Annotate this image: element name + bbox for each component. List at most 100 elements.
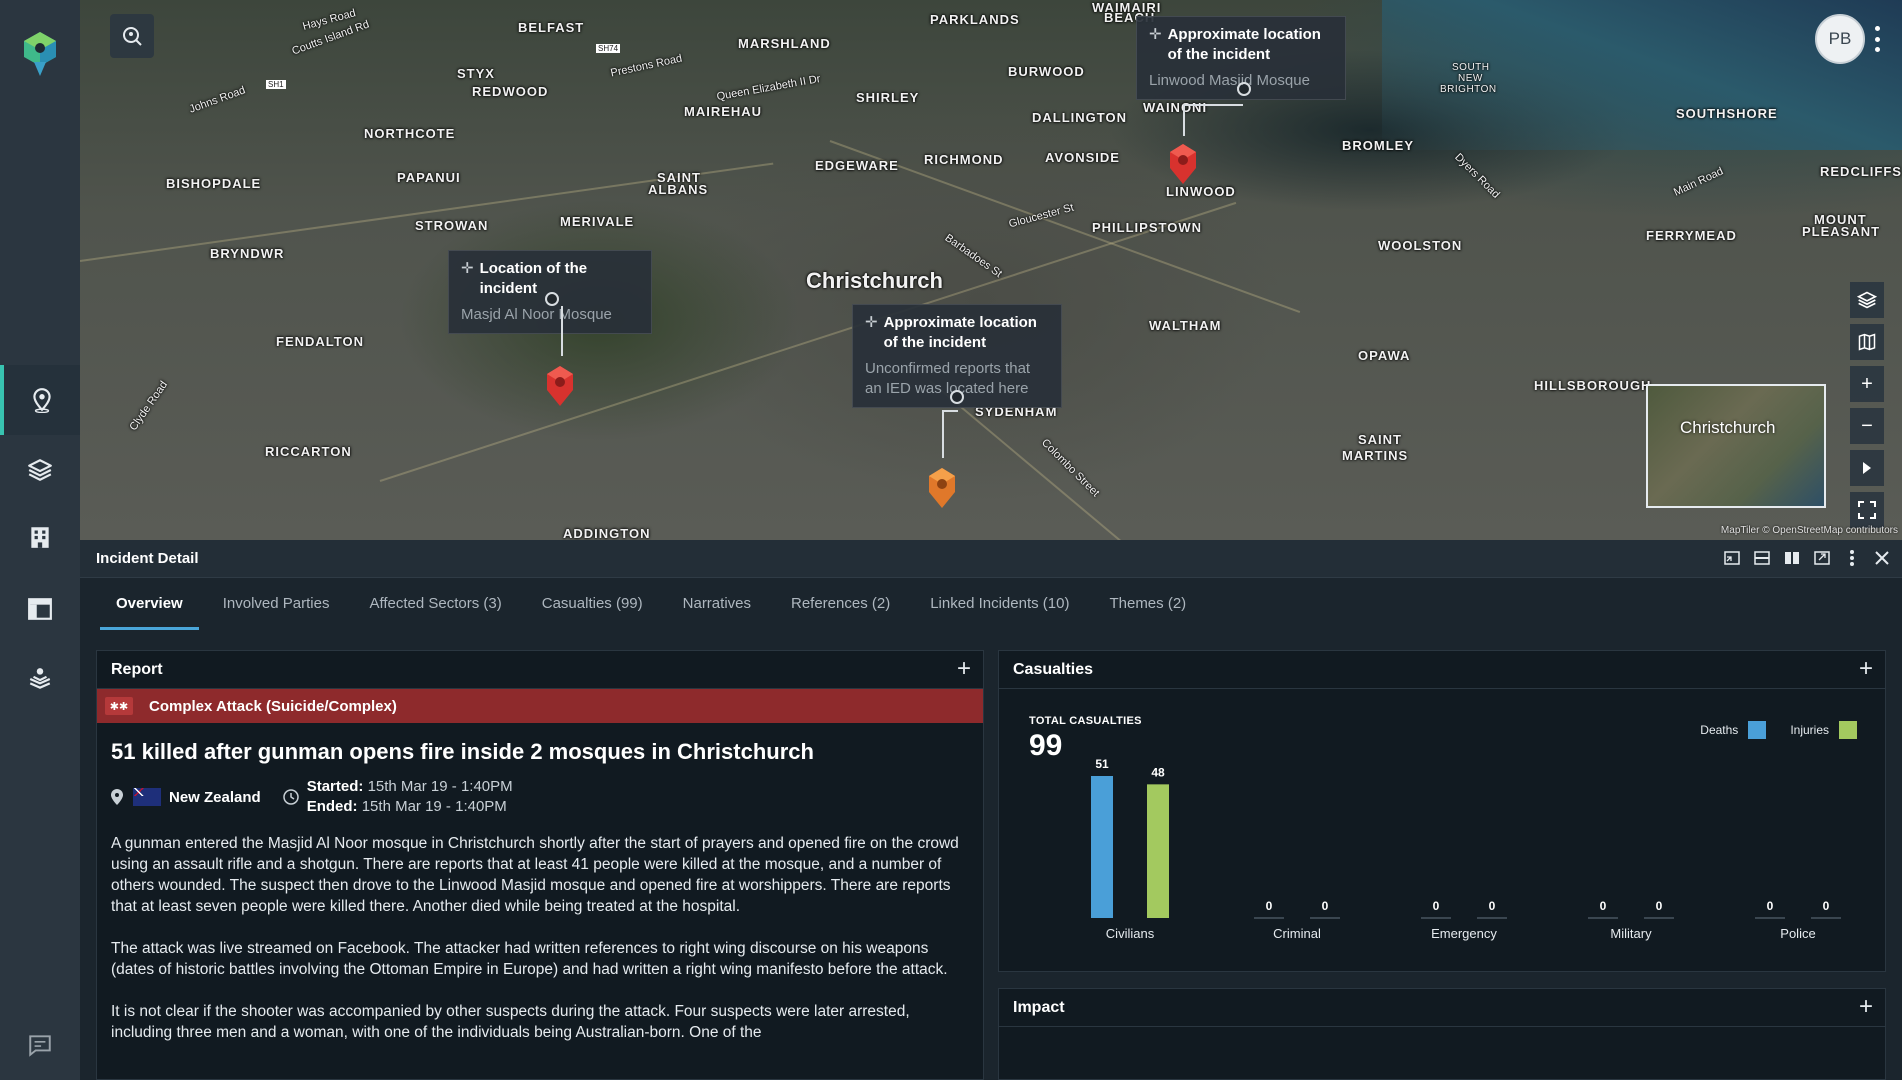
leader-dot — [1237, 82, 1251, 96]
layers-icon — [28, 459, 52, 481]
map-view[interactable]: Christchurch PAPANUI SAINT ALBANS EDGEWA… — [80, 0, 1902, 540]
map-label: NORTHCOTE — [364, 126, 456, 141]
tab-linked-incidents[interactable]: Linked Incidents (10) — [930, 595, 1070, 612]
map-label-road: Queen Elizabeth II Dr — [715, 72, 822, 104]
panel-header: Incident Detail — [80, 540, 1902, 578]
add-casualty-button[interactable]: + — [1859, 657, 1873, 681]
user-avatar[interactable]: PB — [1815, 14, 1865, 64]
tab-affected-sectors[interactable]: Affected Sectors (3) — [369, 595, 502, 612]
more-options-icon[interactable] — [1872, 26, 1882, 52]
map-label: BURWOOD — [1008, 64, 1085, 79]
map-style-button[interactable] — [1850, 324, 1884, 360]
map-road — [379, 201, 1237, 482]
map-toolbar: + − — [1850, 282, 1884, 528]
map-pin-icon — [33, 388, 51, 413]
tab-casualties[interactable]: Casualties (99) — [541, 595, 643, 612]
ended-label: Ended: — [306, 798, 358, 815]
total-casualties-value: 99 — [1029, 729, 1063, 762]
compass-button[interactable] — [1850, 450, 1884, 486]
bar-deaths-civilians[interactable] — [1091, 776, 1113, 918]
bar-value-label: 0 — [1433, 899, 1440, 913]
map-label: STYX — [457, 66, 495, 81]
zoom-out-button[interactable]: − — [1850, 408, 1884, 444]
feedback-icon — [29, 1035, 51, 1057]
map-label: REDWOOD — [472, 84, 549, 99]
map-label: FENDALTON — [276, 334, 364, 349]
minimize-panel-button[interactable] — [1722, 548, 1742, 568]
map-label: BRYNDWR — [210, 246, 285, 261]
total-casualties-label: TOTAL CASUALTIES — [1029, 715, 1142, 727]
zoom-in-button[interactable]: + — [1850, 366, 1884, 402]
map-label: STROWAN — [415, 218, 489, 233]
red-map-pin-icon[interactable] — [1167, 142, 1199, 186]
drag-handle-icon: ✛ — [461, 260, 474, 277]
orange-map-pin-icon[interactable] — [926, 466, 958, 510]
sidebar — [0, 0, 80, 1080]
impact-card: Impact + — [998, 988, 1886, 1080]
map-label: SHIRLEY — [856, 90, 920, 105]
sidebar-item-feedback[interactable] — [0, 1010, 80, 1080]
tab-narratives[interactable]: Narratives — [682, 595, 751, 612]
sidebar-item-operations[interactable] — [0, 644, 80, 714]
close-panel-button[interactable] — [1872, 548, 1892, 568]
expand-icon — [1858, 501, 1876, 519]
callout-subtitle: Linwood Masjid Mosque — [1149, 72, 1310, 89]
legend-deaths-label: Deaths — [1700, 723, 1739, 737]
app-logo-icon[interactable] — [22, 30, 58, 78]
tab-overview[interactable]: Overview — [100, 590, 199, 630]
popout-panel-button[interactable] — [1812, 548, 1832, 568]
category-tick-label: Military — [1610, 926, 1652, 941]
minimap[interactable]: Christchurch — [1646, 384, 1826, 508]
red-map-pin-icon[interactable] — [544, 364, 576, 408]
minimap-label: Christchurch — [1680, 418, 1776, 437]
report-paragraph: A gunman entered the Masjid Al Noor mosq… — [111, 835, 959, 915]
category-tick-label: Police — [1780, 926, 1815, 941]
map-label-road: Prestons Road — [609, 52, 684, 80]
sidebar-item-dashboard[interactable] — [0, 574, 80, 644]
callout-title: ✛ Approximate location of the incident — [865, 313, 1049, 353]
map-label: SOUTH — [1452, 62, 1490, 73]
callout-title: ✛ Location of the incident — [461, 259, 639, 299]
leader-line — [1183, 104, 1185, 136]
split-horizontal-button[interactable] — [1752, 548, 1772, 568]
ended-value: 15th Mar 19 - 1:40PM — [361, 798, 507, 815]
sidebar-item-map[interactable] — [0, 365, 80, 435]
map-search-button[interactable] — [110, 14, 154, 58]
map-label: ADDINGTON — [563, 526, 651, 540]
plus-icon: + — [1858, 993, 1873, 1020]
split-vertical-button[interactable] — [1782, 548, 1802, 568]
complex-attack-icon: ✱✱ — [105, 697, 133, 715]
minus-icon: − — [1861, 414, 1873, 437]
plus-icon: + — [1858, 655, 1873, 682]
map-label-road: Dyers Road — [1452, 151, 1502, 201]
map-label: SAINT — [1358, 432, 1402, 447]
map-label-road: Main Road — [1671, 165, 1726, 199]
report-card: Report + ✱✱ Complex Attack (Suicide/Comp… — [96, 650, 984, 1080]
incident-tabs: Overview Involved Parties Affected Secto… — [100, 590, 1210, 630]
map-label: WAIMAIRI — [1092, 0, 1162, 15]
report-title: Report — [111, 661, 163, 678]
map-label-city: Christchurch — [806, 268, 943, 293]
leader-line — [1183, 104, 1243, 106]
bar-value-label: 51 — [1095, 757, 1109, 771]
tab-involved-parties[interactable]: Involved Parties — [222, 595, 330, 612]
map-label: PAPANUI — [397, 170, 461, 185]
bar-injuries-civilians[interactable] — [1147, 784, 1169, 918]
add-impact-button[interactable]: + — [1859, 995, 1873, 1019]
add-report-button[interactable]: + — [957, 657, 971, 681]
layers-toggle-button[interactable] — [1850, 282, 1884, 318]
tab-themes[interactable]: Themes (2) — [1109, 595, 1187, 612]
chart-legend: Deaths Injuries — [1700, 721, 1857, 739]
tab-references[interactable]: References (2) — [791, 595, 891, 612]
fullscreen-button[interactable] — [1850, 492, 1884, 528]
report-body: A gunman entered the Masjid Al Noor mosq… — [111, 833, 971, 1064]
map-label: BRIGHTON — [1440, 84, 1497, 95]
panel-more-options-icon[interactable] — [1842, 548, 1862, 568]
sidebar-item-layers[interactable] — [0, 435, 80, 505]
location-pin-icon — [111, 789, 123, 805]
map-label: FERRYMEAD — [1646, 228, 1737, 243]
incident-callout[interactable]: ✛ Approximate location of the incident Un… — [852, 304, 1062, 408]
sidebar-item-buildings[interactable] — [0, 502, 80, 572]
leader-dot — [950, 390, 964, 404]
